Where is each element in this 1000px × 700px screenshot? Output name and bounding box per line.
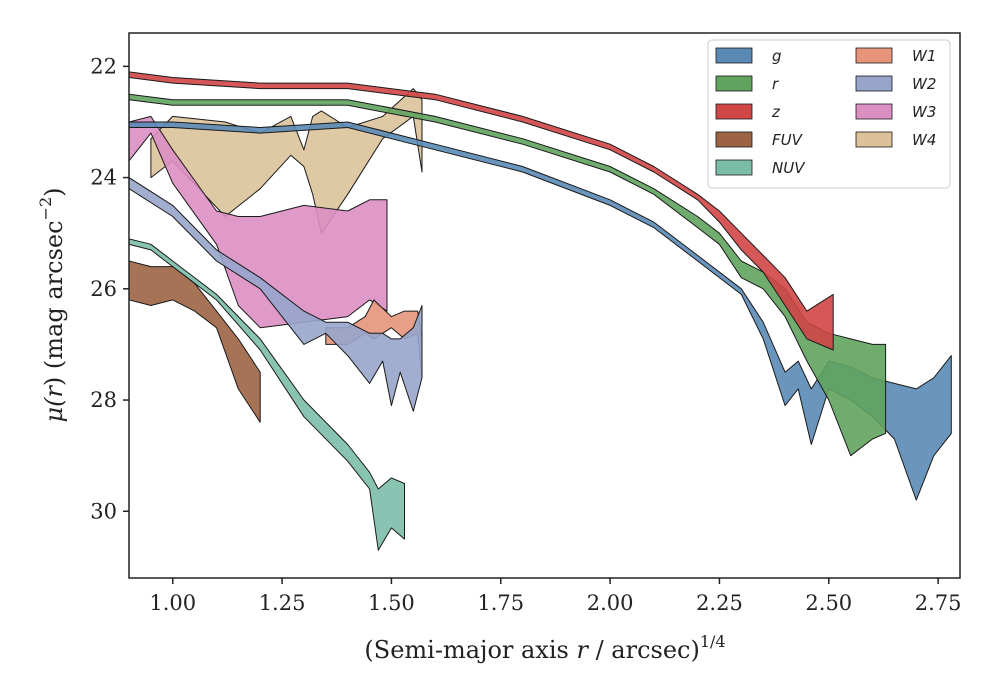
legend-label-r: r — [772, 75, 779, 93]
x-tick-label: 1.25 — [259, 591, 306, 615]
x-tick-label: 2.75 — [915, 591, 962, 615]
legend-label-w3: W3 — [912, 103, 936, 121]
y-tick-label: 22 — [90, 54, 117, 78]
series-band-z — [129, 71, 834, 351]
x-axis-ticks: 1.00 1.25 1.50 1.75 2.00 2.25 2.50 2.75 — [149, 578, 962, 615]
series-band-nuv — [129, 238, 405, 551]
series-band-w3 — [129, 115, 388, 329]
legend: grz FUV NUV W1 W2 W3 W4 — [707, 39, 951, 189]
series-band-g — [129, 121, 952, 501]
y-tick-label: 24 — [90, 166, 117, 190]
series-band-r — [129, 93, 887, 457]
x-tick-label: 2.25 — [696, 591, 743, 615]
y-axis-label: μ(r) (mag arcsec−2) — [36, 187, 68, 422]
y-tick-label: 28 — [90, 388, 117, 412]
plot-frame — [128, 32, 961, 579]
legend-swatch-w2 — [855, 75, 893, 92]
legend-label-g: g — [772, 47, 782, 65]
x-axis-label: (Semi-major axis r / arcsec)1/4 — [364, 632, 725, 664]
series-band-w2 — [129, 177, 423, 412]
legend-label-nuv: NUV — [772, 159, 806, 177]
legend-swatch-fuv — [715, 131, 753, 148]
x-tick-label: 1.50 — [368, 591, 415, 615]
legend-label-w4: W4 — [912, 131, 936, 149]
series-bands — [129, 71, 952, 551]
legend-swatch-w1 — [855, 47, 893, 64]
legend-swatch-z — [715, 103, 753, 120]
legend-swatch-w3 — [855, 103, 893, 120]
series-band-fuv — [129, 260, 261, 423]
legend-label-w1: W1 — [912, 47, 936, 65]
y-axis-ticks: 22 24 26 28 30 — [90, 54, 129, 523]
legend-swatch-nuv — [715, 159, 753, 176]
legend-label-fuv: FUV — [772, 131, 804, 149]
legend-label-w2: W2 — [912, 75, 936, 93]
y-tick-label: 30 — [90, 499, 117, 523]
legend-swatch-r — [715, 75, 753, 92]
legend-label-z: z — [771, 103, 781, 121]
legend-swatch-w4 — [855, 131, 893, 148]
x-tick-label: 1.00 — [149, 591, 196, 615]
x-tick-label: 2.50 — [805, 591, 852, 615]
x-tick-label: 1.75 — [477, 591, 524, 615]
legend-swatch-g — [715, 47, 753, 64]
y-tick-label: 26 — [90, 277, 117, 301]
x-tick-label: 2.00 — [587, 591, 634, 615]
